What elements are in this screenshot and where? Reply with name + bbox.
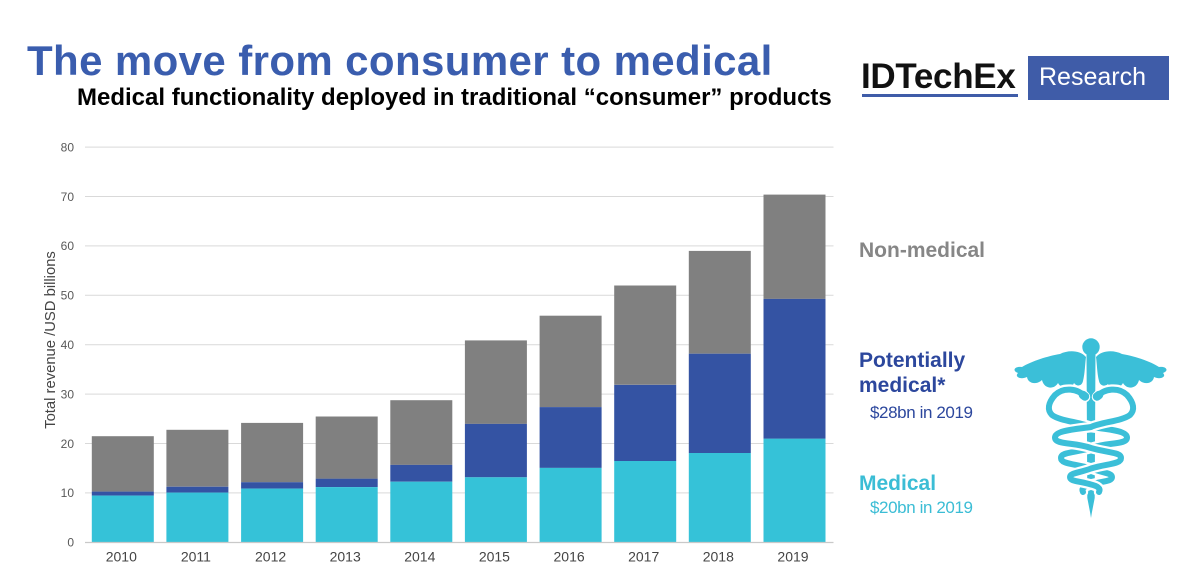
svg-text:2015: 2015	[479, 549, 510, 565]
svg-text:80: 80	[61, 140, 75, 154]
svg-text:Total revenue /USD billions: Total revenue /USD billions	[43, 251, 59, 429]
svg-text:20: 20	[61, 437, 75, 451]
svg-text:50: 50	[61, 289, 75, 303]
svg-text:30: 30	[61, 387, 75, 401]
svg-text:2016: 2016	[554, 549, 585, 565]
svg-text:60: 60	[61, 239, 75, 253]
svg-text:70: 70	[61, 190, 75, 204]
svg-text:2014: 2014	[404, 549, 435, 565]
svg-text:0: 0	[67, 536, 74, 550]
svg-text:2012: 2012	[255, 549, 286, 565]
svg-text:2019: 2019	[777, 549, 808, 565]
svg-text:2010: 2010	[106, 549, 137, 565]
svg-text:2011: 2011	[181, 549, 211, 565]
svg-text:2013: 2013	[330, 549, 361, 565]
svg-text:2018: 2018	[703, 549, 734, 565]
svg-text:10: 10	[61, 486, 75, 500]
svg-text:40: 40	[61, 338, 75, 352]
svg-text:2017: 2017	[628, 549, 659, 565]
